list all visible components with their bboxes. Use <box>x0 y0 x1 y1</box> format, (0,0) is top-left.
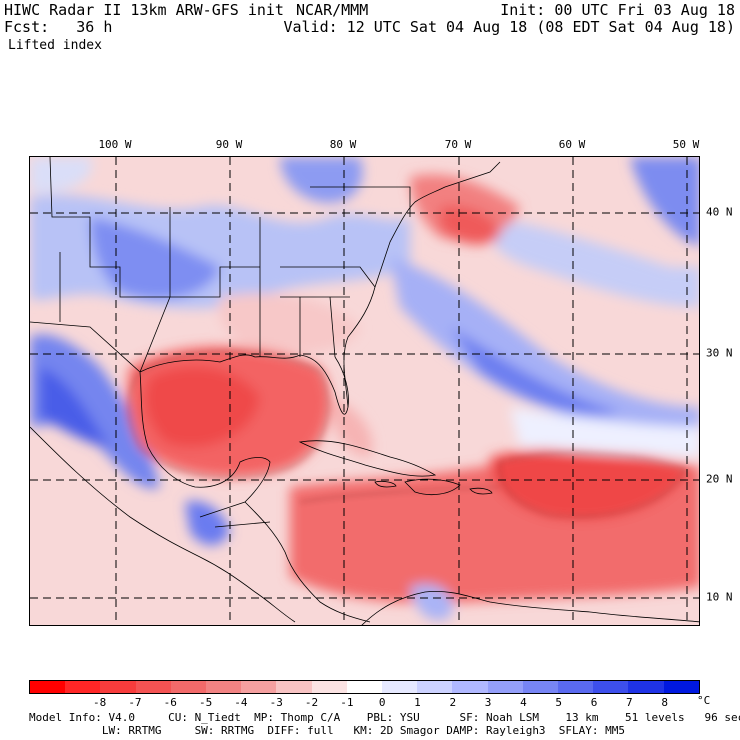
colorbar-segment <box>558 681 594 693</box>
lon-label-50w: 50 W <box>672 138 700 151</box>
colorbar <box>29 680 700 694</box>
colorbar-tick-label: 4 <box>520 696 527 709</box>
colorbar-segment <box>100 681 136 693</box>
contour-lines <box>128 350 686 517</box>
colorbar-tick-label: -2 <box>304 696 319 709</box>
colorbar-segment <box>65 681 101 693</box>
colorbar-tick-label: 3 <box>484 696 492 709</box>
lon-label-70w: 70 W <box>444 138 472 151</box>
colorbar-segment <box>382 681 418 693</box>
lon-label-90w: 90 W <box>215 138 243 151</box>
colorbar-unit: °C <box>697 694 711 707</box>
lon-label-60w: 60 W <box>558 138 586 151</box>
map-svg <box>30 157 699 625</box>
model-title: HIWC Radar II 13km ARW-GFS init <box>4 1 284 19</box>
colorbar-segment <box>417 681 453 693</box>
colorbar-segment <box>346 681 383 693</box>
graticule <box>30 157 699 625</box>
model-info-line1: Model Info: V4.0 CU: N_Tiedt MP: Thomp C… <box>29 711 740 724</box>
colorbar-segment <box>276 681 312 693</box>
colorbar-tick-label: -6 <box>163 696 177 709</box>
coastlines <box>30 157 699 625</box>
colorbar-tick-label: 8 <box>661 696 668 709</box>
field-name: Lifted index <box>8 38 102 53</box>
colorbar-tick-label: -7 <box>128 696 142 709</box>
lon-label-80w: 80 W <box>329 138 357 151</box>
colorbar-tick-label: -8 <box>93 696 107 709</box>
colorbar-segment <box>170 681 207 693</box>
colorbar-segment <box>30 681 66 693</box>
colorbar-tick-label: 7 <box>626 696 633 709</box>
lat-label-30n: 30 N <box>706 346 733 360</box>
model-info-line2: LW: RRTMG SW: RRTMG DIFF: full KM: 2D Sm… <box>29 724 626 737</box>
colorbar-segment <box>522 681 559 693</box>
lat-label-40n: 40 N <box>706 205 733 219</box>
field-shading <box>30 157 699 621</box>
colorbar-tick-label: 0 <box>378 696 386 709</box>
colorbar-segment <box>593 681 629 693</box>
colorbar-labels: -8 -7 -6 -5 -4 -3 -2 -1 0 1 2 3 4 5 6 7 8 <box>29 696 700 709</box>
org-label: NCAR/MMM <box>296 1 369 19</box>
colorbar-segment <box>241 681 277 693</box>
colorbar-tick-label: 5 <box>555 696 563 709</box>
colorbar-segment <box>628 681 664 693</box>
colorbar-tick-label: 1 <box>414 696 421 709</box>
colorbar-segment <box>452 681 488 693</box>
colorbar-tick-label: -5 <box>198 696 213 709</box>
forecast-hour: Fcst: 36 h <box>4 18 113 36</box>
init-time: Init: 00 UTC Fri 03 Aug 18 <box>500 1 735 19</box>
lifted-index-map <box>29 156 700 626</box>
colorbar-tick-label: 2 <box>449 696 457 709</box>
colorbar-segment <box>663 681 699 693</box>
colorbar-tick-label: -1 <box>340 696 354 709</box>
lat-label-20n: 20 N <box>706 472 733 486</box>
colorbar-segment <box>206 681 242 693</box>
valid-time: Valid: 12 UTC Sat 04 Aug 18 (08 EDT Sat … <box>283 18 735 36</box>
lat-label-10n: 10 N <box>706 590 733 604</box>
colorbar-segment <box>311 681 347 693</box>
colorbar-segment <box>135 681 171 693</box>
lon-label-100w: 100 W <box>98 138 132 151</box>
colorbar-tick-label: -4 <box>234 696 248 709</box>
colorbar-tick-label: -3 <box>269 696 283 709</box>
colorbar-tick-label: 6 <box>590 696 598 709</box>
colorbar-segment <box>487 681 523 693</box>
